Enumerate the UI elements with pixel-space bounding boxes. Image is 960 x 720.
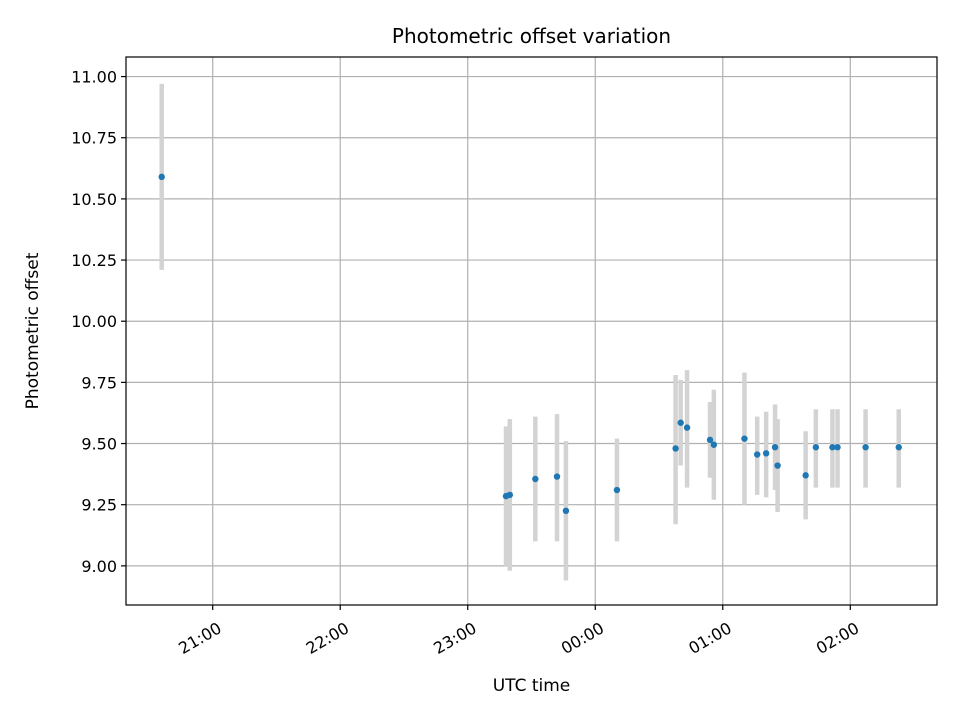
data-point: [762, 450, 770, 457]
chart-title: Photometric offset variation: [392, 24, 671, 48]
data-point: [706, 436, 714, 444]
data-point: [562, 507, 570, 515]
y-axis-title: Photometric offset: [23, 252, 43, 409]
data-point: [553, 473, 561, 480]
data-point: [710, 441, 718, 448]
data-point: [532, 475, 539, 483]
data-point: [862, 444, 869, 451]
data-point: [812, 444, 820, 451]
x-axis-title: UTC time: [493, 676, 571, 696]
data-point: [613, 486, 621, 494]
plot-area: [126, 57, 937, 605]
data-points: [158, 173, 902, 515]
y-axis-ticks: 9.00 9.25 9.50 9.75 10.00 10.25 10.50 10.75 11.0…: [71, 68, 126, 576]
y-tick-label: 9.50: [81, 435, 117, 454]
data-point: [677, 419, 684, 426]
data-point: [829, 444, 836, 451]
grid-lines: [126, 57, 937, 605]
data-point: [158, 173, 165, 181]
data-point: [771, 444, 779, 451]
data-point: [506, 491, 514, 499]
y-tick-label: 10.50: [71, 190, 117, 209]
y-tick-label: 10.25: [71, 251, 117, 270]
y-tick-label: 9.75: [81, 373, 117, 392]
data-point: [754, 451, 761, 458]
data-point: [741, 435, 748, 442]
data-point: [834, 444, 841, 451]
y-tick-label: 10.00: [71, 312, 117, 331]
data-point: [683, 424, 691, 431]
y-tick-label: 9.25: [81, 496, 117, 515]
data-point: [672, 445, 679, 452]
y-tick-label: 9.00: [81, 557, 117, 576]
y-tick-label: 11.00: [71, 68, 117, 87]
data-point: [802, 472, 809, 479]
data-point: [895, 444, 902, 451]
data-point: [774, 462, 781, 469]
y-tick-label: 10.75: [71, 129, 117, 148]
plot-frame: [125, 56, 938, 606]
